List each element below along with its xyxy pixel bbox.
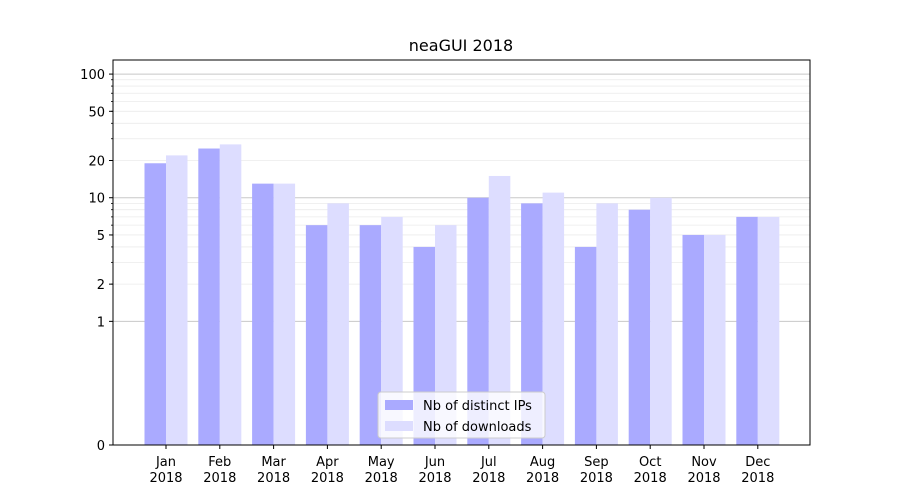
bar-downloads-feb	[219, 144, 242, 445]
x-tick-label-year: 2018	[257, 471, 290, 486]
x-tick-label-month: Aug	[530, 455, 555, 470]
bar-downloads-dec	[757, 216, 780, 445]
bar-downloads-sep	[596, 203, 618, 445]
y-tick-label: 20	[88, 155, 105, 170]
bar-ips-mar	[252, 183, 274, 445]
chart-title: neaGUI 2018	[409, 36, 513, 55]
bar-downloads-mar	[273, 183, 296, 445]
x-tick-label-month: Jan	[155, 455, 176, 470]
bar-downloads-jun	[435, 225, 457, 445]
plot-frame	[112, 59, 811, 446]
x-tick-label-month: Jul	[480, 455, 497, 470]
legend-box	[377, 391, 546, 439]
bar-ips-dec	[736, 216, 758, 445]
bar-downloads-aug	[542, 192, 565, 445]
x-tick-label-month: Dec	[745, 455, 770, 470]
x-tick-label-year: 2018	[149, 471, 182, 486]
legend-label: Nb of distinct IPs	[423, 399, 532, 414]
legend-swatch	[385, 400, 413, 410]
bar-downloads-oct	[650, 197, 672, 445]
y-tick-label: 100	[80, 68, 105, 83]
y-tick-label: 5	[97, 229, 105, 244]
bar-ips-jul	[467, 197, 489, 445]
x-tick-label-year: 2018	[418, 471, 451, 486]
bar-ips-aug	[521, 203, 543, 445]
bar-downloads-jan	[166, 155, 188, 445]
bar-downloads-nov	[704, 234, 726, 445]
x-tick-label-month: Apr	[316, 455, 339, 470]
x-tick-label-year: 2018	[203, 471, 236, 486]
y-tick-label: 10	[88, 192, 105, 207]
bar-ips-jan	[144, 163, 166, 445]
bar-ips-sep	[574, 246, 597, 445]
x-tick-label-year: 2018	[687, 471, 720, 486]
bars	[144, 144, 780, 445]
legend: Nb of distinct IPs Nb of downloads	[377, 391, 546, 439]
bar-downloads-jul	[488, 175, 511, 445]
x-tick-label-month: May	[368, 455, 395, 470]
legend-label: Nb of downloads	[423, 420, 532, 435]
bar-ips-oct	[628, 209, 651, 445]
x-tick-label-year: 2018	[526, 471, 559, 486]
y-tick-label: 50	[88, 105, 105, 120]
x-axis: Jan2018Feb2018Mar2018Apr2018May2018Jun20…	[149, 445, 774, 486]
x-tick-label-year: 2018	[741, 471, 774, 486]
bar-ips-may	[359, 225, 382, 445]
x-tick-label-year: 2018	[365, 471, 398, 486]
x-tick-label-month: Sep	[584, 455, 609, 470]
x-tick-label-year: 2018	[311, 471, 344, 486]
x-tick-label-month: Oct	[639, 455, 661, 470]
bar-downloads-may	[381, 216, 403, 445]
y-tick-label: 0	[97, 439, 105, 454]
x-tick-label-year: 2018	[580, 471, 613, 486]
x-tick-label-month: Nov	[691, 455, 717, 470]
y-tick-label: 2	[97, 278, 105, 293]
y-tick-label: 1	[97, 315, 105, 330]
x-tick-label-year: 2018	[634, 471, 667, 486]
bar-ips-nov	[682, 234, 704, 445]
x-tick-label-year: 2018	[472, 471, 505, 486]
x-tick-label-month: Mar	[261, 455, 286, 470]
y-axis: 0 1 2 5 10 20 50 100	[80, 68, 113, 454]
legend-swatch	[385, 421, 413, 431]
bar-downloads-apr	[327, 203, 349, 445]
bar-ips-feb	[198, 148, 220, 445]
x-tick-label-month: Jun	[424, 455, 445, 470]
bar-ips-apr	[305, 225, 328, 445]
x-tick-label-month: Feb	[208, 455, 231, 470]
